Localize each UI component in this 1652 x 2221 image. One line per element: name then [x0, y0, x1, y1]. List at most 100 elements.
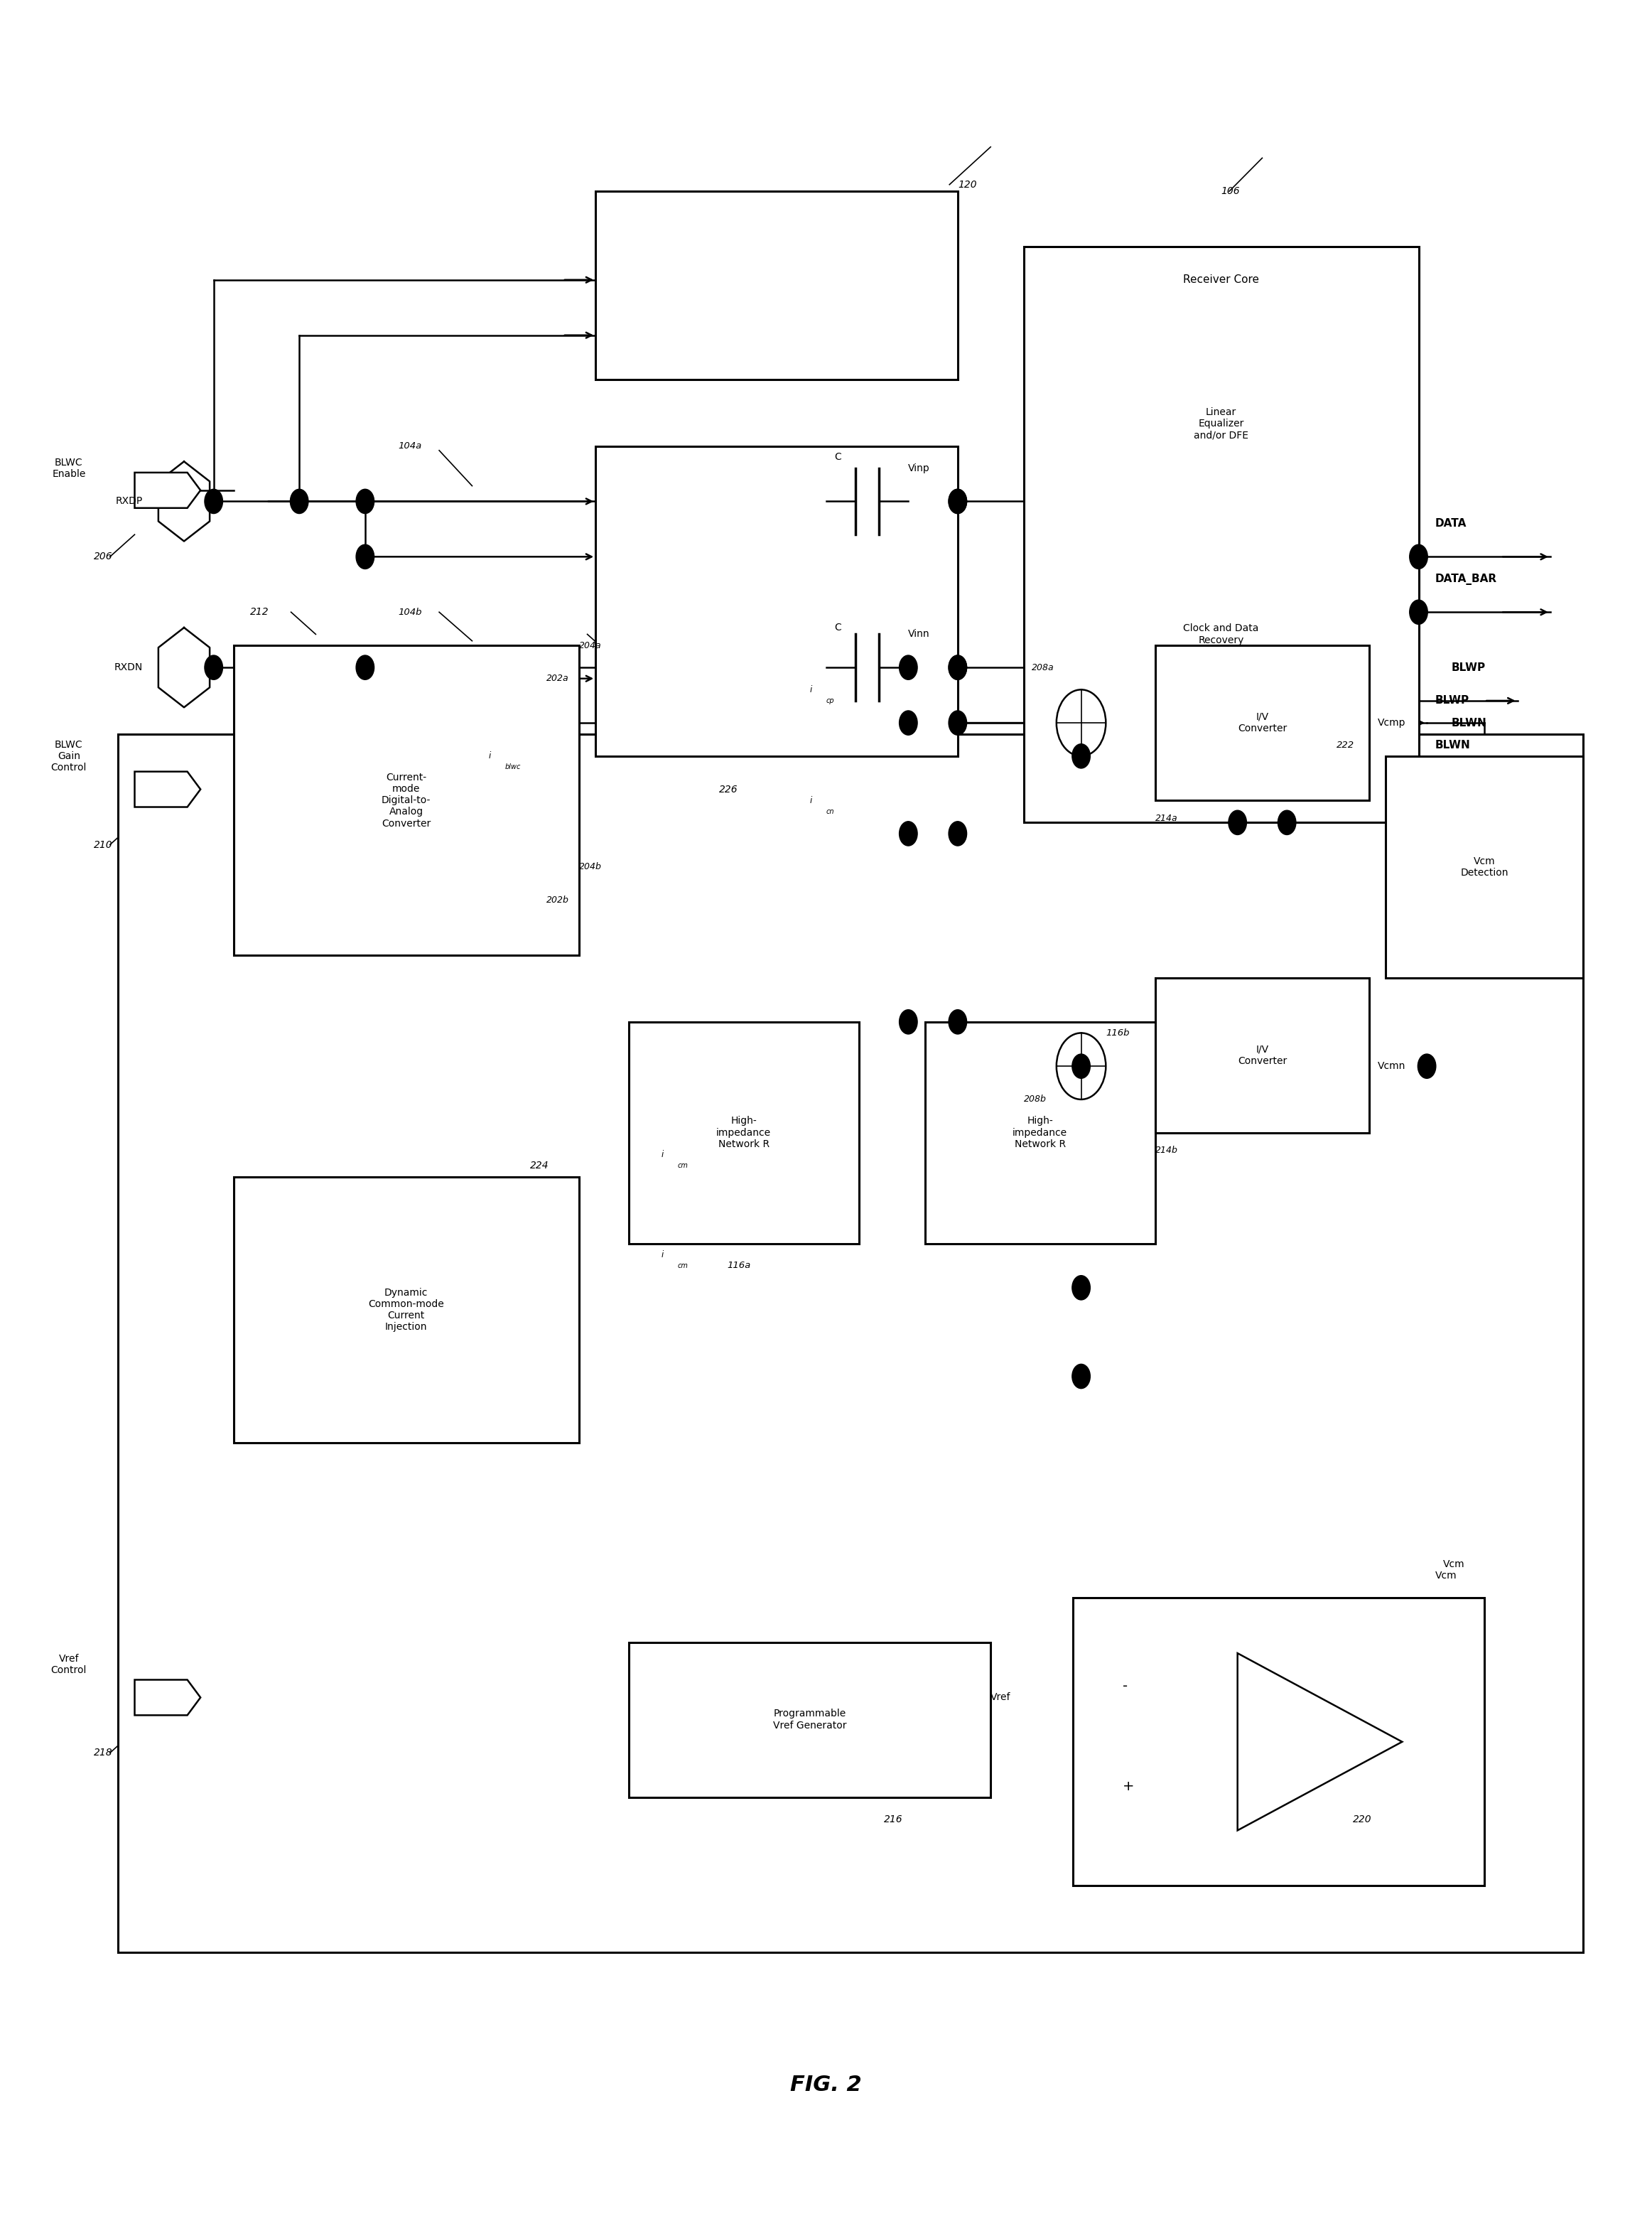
Text: I/V
Converter: I/V Converter: [1237, 713, 1287, 733]
Circle shape: [948, 1011, 966, 1035]
Text: Current-
mode
Digital-to-
Analog
Converter: Current- mode Digital-to- Analog Convert…: [382, 773, 431, 828]
Text: Vinp: Vinp: [909, 464, 930, 473]
Circle shape: [948, 711, 966, 735]
Text: 116b: 116b: [1105, 1028, 1130, 1037]
Text: Clock and Data
Recovery: Clock and Data Recovery: [1183, 624, 1259, 644]
Circle shape: [948, 822, 966, 846]
Text: 218: 218: [94, 1748, 112, 1757]
Text: 204a: 204a: [580, 640, 601, 651]
Text: cm: cm: [677, 1262, 689, 1268]
Text: Programmable
Vref Generator: Programmable Vref Generator: [773, 1708, 846, 1730]
Text: BLWN: BLWN: [1436, 740, 1470, 751]
Circle shape: [1409, 544, 1427, 569]
Text: 214b: 214b: [1155, 1146, 1178, 1155]
Text: 210: 210: [94, 840, 112, 851]
Text: Receiver Core: Receiver Core: [1183, 275, 1259, 284]
Text: i: i: [809, 684, 811, 695]
Circle shape: [1229, 811, 1247, 835]
Text: High-
impedance
Network R: High- impedance Network R: [1013, 1117, 1067, 1148]
Text: RXDP: RXDP: [116, 495, 142, 506]
Circle shape: [899, 822, 917, 846]
Text: i: i: [661, 1250, 664, 1259]
Text: blwc: blwc: [506, 764, 520, 771]
Circle shape: [205, 655, 223, 680]
Circle shape: [899, 1011, 917, 1035]
Text: 220: 220: [1353, 1815, 1371, 1823]
Text: cp: cp: [826, 697, 834, 704]
Text: High-
impedance
Network R: High- impedance Network R: [717, 1117, 771, 1148]
FancyBboxPatch shape: [233, 1177, 580, 1444]
Text: Vcm
Detection: Vcm Detection: [1460, 855, 1508, 877]
FancyBboxPatch shape: [1155, 977, 1370, 1133]
Text: -: -: [1122, 1679, 1127, 1692]
Text: 208b: 208b: [1024, 1095, 1046, 1104]
Text: 204b: 204b: [580, 862, 601, 871]
Text: 224: 224: [530, 1162, 548, 1170]
FancyBboxPatch shape: [1386, 755, 1583, 977]
Text: 104a: 104a: [398, 442, 421, 451]
Circle shape: [1072, 744, 1090, 768]
Circle shape: [948, 655, 966, 680]
Text: Vcm: Vcm: [1436, 1570, 1457, 1581]
Polygon shape: [135, 1679, 200, 1715]
Circle shape: [948, 489, 966, 513]
Text: DATA_BAR: DATA_BAR: [1436, 573, 1497, 584]
Text: 214a: 214a: [1155, 813, 1178, 822]
Text: Vcmn: Vcmn: [1378, 1062, 1406, 1071]
Text: 202a: 202a: [547, 673, 568, 684]
Text: Vinn: Vinn: [909, 629, 930, 640]
Text: i: i: [809, 795, 811, 804]
FancyBboxPatch shape: [233, 646, 580, 955]
Text: Vcm: Vcm: [1444, 1559, 1465, 1570]
Polygon shape: [135, 473, 200, 509]
Text: 226: 226: [719, 784, 738, 795]
Text: Vref
Control: Vref Control: [51, 1655, 86, 1675]
Text: BLWP: BLWP: [1436, 695, 1469, 706]
Text: DATA: DATA: [1436, 517, 1467, 529]
Text: 104b: 104b: [398, 609, 421, 617]
Text: 206: 206: [94, 551, 112, 562]
Text: RXDN: RXDN: [114, 662, 142, 673]
Text: 106: 106: [1221, 187, 1241, 195]
Circle shape: [1409, 600, 1427, 624]
Circle shape: [291, 489, 309, 513]
Circle shape: [1072, 1275, 1090, 1299]
FancyBboxPatch shape: [925, 1022, 1155, 1244]
Circle shape: [1417, 1055, 1436, 1079]
Text: C: C: [834, 622, 841, 633]
Text: Vref: Vref: [991, 1692, 1011, 1704]
Circle shape: [357, 544, 373, 569]
Text: 120: 120: [958, 180, 976, 189]
Text: 222: 222: [1336, 740, 1355, 751]
Text: 208a: 208a: [1032, 662, 1054, 673]
FancyBboxPatch shape: [628, 1641, 991, 1797]
Text: i: i: [489, 751, 491, 762]
Circle shape: [899, 655, 917, 680]
Circle shape: [899, 711, 917, 735]
FancyBboxPatch shape: [1024, 247, 1419, 822]
Text: 116a: 116a: [727, 1262, 752, 1270]
Text: BLWC
Enable: BLWC Enable: [51, 458, 86, 480]
Text: BLWP: BLWP: [1452, 662, 1485, 673]
Text: 216: 216: [884, 1815, 902, 1823]
FancyBboxPatch shape: [1155, 646, 1370, 800]
FancyBboxPatch shape: [119, 733, 1583, 1952]
Text: i: i: [661, 1150, 664, 1159]
Text: C: C: [834, 453, 841, 462]
Circle shape: [948, 655, 966, 680]
FancyBboxPatch shape: [596, 191, 958, 380]
FancyBboxPatch shape: [628, 1022, 859, 1244]
Circle shape: [1279, 811, 1295, 835]
Text: FIG. 2: FIG. 2: [790, 2074, 862, 2094]
Text: I/V
Converter: I/V Converter: [1237, 1044, 1287, 1066]
Text: cn: cn: [826, 808, 834, 815]
Text: Dynamic
Common-mode
Current
Injection: Dynamic Common-mode Current Injection: [368, 1288, 444, 1333]
Circle shape: [1072, 1055, 1090, 1079]
Polygon shape: [135, 771, 200, 806]
Circle shape: [205, 489, 223, 513]
FancyBboxPatch shape: [1072, 1597, 1485, 1886]
Text: Vcmp: Vcmp: [1378, 717, 1406, 728]
Circle shape: [948, 489, 966, 513]
Text: BLWN: BLWN: [1452, 717, 1487, 728]
FancyBboxPatch shape: [596, 446, 958, 755]
